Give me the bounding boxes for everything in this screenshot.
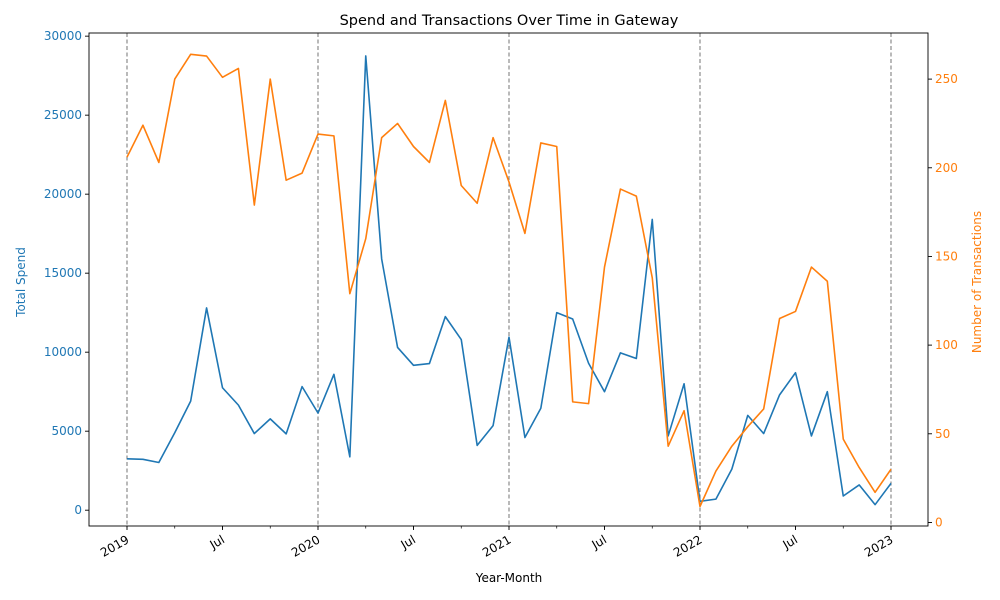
series-line-transactions xyxy=(126,53,892,508)
x-tick-label: 2019 xyxy=(98,532,131,559)
left-y-tick-label: 30000 xyxy=(44,29,82,43)
x-tick-label: Jul xyxy=(398,532,418,552)
left-y-axis-title: Total Spend xyxy=(14,247,28,318)
right-y-tick-label: 100 xyxy=(935,338,958,352)
x-axis-title: Year-Month xyxy=(475,571,543,585)
left-y-tick-label: 10000 xyxy=(44,345,82,359)
right-y-tick-label: 150 xyxy=(935,249,958,263)
x-tick-label: Jul xyxy=(207,532,227,552)
left-y-tick-label: 15000 xyxy=(44,266,82,280)
axes: 0 5000 10000 15000 20000 25000 30000 0 50 100 150 2… xyxy=(44,29,958,560)
x-tick-label: 2021 xyxy=(480,532,513,559)
x-tick-label: 2022 xyxy=(671,532,704,559)
right-y-tick-label: 250 xyxy=(935,72,958,86)
x-tick-label: Jul xyxy=(780,532,800,552)
x-tick-label: Jul xyxy=(589,532,609,552)
chart-title: Spend and Transactions Over Time in Gate… xyxy=(340,13,679,29)
plot-area xyxy=(126,33,892,526)
right-y-tick-label: 50 xyxy=(935,427,950,441)
right-y-tick-label: 200 xyxy=(935,161,958,175)
left-y-tick-label: 0 xyxy=(74,503,82,517)
left-y-tick-label: 20000 xyxy=(44,187,82,201)
x-tick-label: 2020 xyxy=(289,532,322,559)
left-y-tick-label: 5000 xyxy=(51,424,82,438)
right-y-axis-title: Number of Transactions xyxy=(970,211,984,353)
right-y-tick-label: 0 xyxy=(935,515,943,529)
plot-frame xyxy=(88,32,929,527)
x-tick-label: 2023 xyxy=(862,532,895,559)
left-y-tick-label: 25000 xyxy=(44,108,82,122)
series-line-spend xyxy=(126,55,892,506)
